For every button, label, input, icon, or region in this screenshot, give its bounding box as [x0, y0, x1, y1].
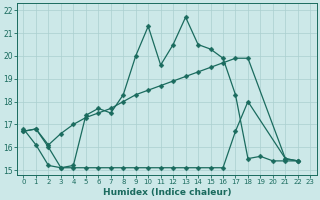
X-axis label: Humidex (Indice chaleur): Humidex (Indice chaleur) — [103, 188, 231, 197]
